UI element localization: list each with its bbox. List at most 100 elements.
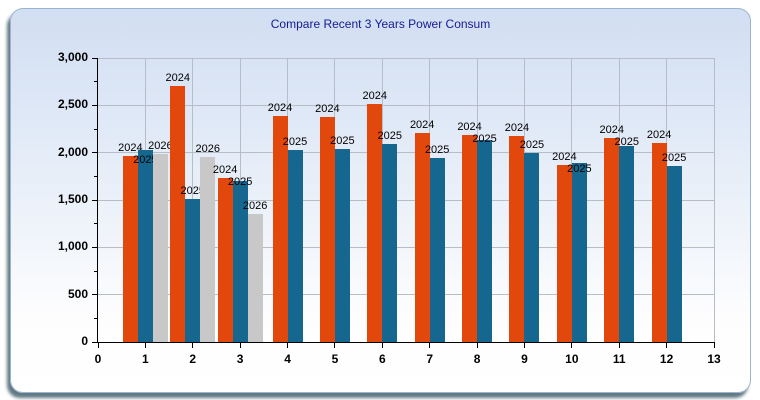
- bar-label-2025-month-5: 2025: [330, 134, 355, 147]
- x-tick-label: 12: [659, 352, 674, 366]
- bar-label-2025-month-2: 2025: [180, 185, 205, 198]
- x-tick: [381, 342, 383, 348]
- x-tick: [239, 342, 241, 348]
- bar-label-2025-month-1: 2025: [133, 153, 158, 166]
- x-tick-label: 0: [94, 352, 102, 366]
- bar-2024-month-3: [217, 178, 233, 342]
- bar-2024-month-2: [170, 86, 186, 342]
- x-tick-label: 3: [236, 352, 244, 366]
- x-tick-label: 2: [189, 352, 197, 366]
- gridline-horizontal: [98, 246, 714, 248]
- bar-label-2024-month-3: 2024: [212, 164, 238, 177]
- x-tick-label: 10: [565, 352, 579, 366]
- x-tick: [523, 342, 525, 348]
- bar-label-2025-month-6: 2025: [377, 130, 403, 143]
- x-tick-label: 7: [426, 352, 434, 366]
- x-tick: [334, 342, 336, 348]
- x-tick: [476, 342, 478, 348]
- y-tick: [92, 152, 98, 154]
- gridline-vertical: [713, 58, 715, 342]
- bar-2025-month-12: [666, 165, 682, 342]
- gridline-horizontal: [98, 57, 714, 59]
- y-minor-tick: [94, 175, 98, 177]
- bar-2024-month-12: [651, 143, 667, 342]
- x-tick: [429, 342, 431, 348]
- bar-label-2024-month-9: 2024: [504, 121, 530, 134]
- x-tick-label: 4: [284, 352, 291, 366]
- bar-2024-month-1: [122, 155, 138, 342]
- bar-label-2026-month-3: 2026: [242, 200, 268, 213]
- bar-2025-month-4: [287, 149, 303, 342]
- x-tick-label: 11: [612, 352, 626, 366]
- y-minor-tick: [94, 223, 98, 225]
- y-minor-tick: [94, 128, 98, 130]
- gridline-horizontal: [98, 294, 714, 296]
- y-minor-tick: [94, 317, 98, 319]
- bar-label-2025-month-7: 2025: [424, 144, 450, 157]
- bar-label-2024-month-6: 2024: [362, 90, 388, 103]
- y-tick: [92, 199, 98, 201]
- bar-label-2024-month-10: 2024: [552, 150, 577, 163]
- y-tick: [92, 57, 98, 59]
- gridline-horizontal: [98, 152, 714, 154]
- gridline-horizontal: [98, 199, 714, 201]
- y-axis: [97, 58, 98, 343]
- bar-label-2024-month-8: 2024: [457, 120, 482, 133]
- y-tick-label: 3,000: [57, 50, 88, 64]
- y-tick-label: 2,500: [57, 97, 88, 112]
- y-tick-label: 0: [81, 334, 88, 348]
- x-tick-label: 1: [142, 352, 149, 366]
- bar-label-2024-month-7: 2024: [409, 118, 435, 131]
- bar-label-2024-month-5: 2024: [315, 102, 340, 115]
- x-tick: [192, 342, 194, 348]
- bar-2025-month-2: [185, 199, 201, 342]
- gridline-horizontal: [98, 104, 714, 106]
- bar-2024-month-8: [462, 134, 478, 342]
- bar-label-2025-month-12: 2025: [661, 151, 687, 164]
- y-tick-label: 1,000: [57, 239, 88, 254]
- bar-2025-month-6: [382, 144, 398, 342]
- bar-label-2026-month-2: 2026: [195, 143, 220, 156]
- y-tick-label: 2,000: [57, 144, 88, 159]
- bar-label-2024-month-1: 2024: [118, 141, 143, 154]
- bar-label-2025-month-8: 2025: [472, 132, 497, 145]
- bar-label-2024-month-4: 2024: [267, 101, 293, 114]
- bar-label-2024-month-12: 2024: [646, 129, 672, 142]
- x-axis: [97, 342, 714, 343]
- x-tick-label: 13: [707, 352, 721, 366]
- y-tick: [92, 104, 98, 106]
- x-tick: [571, 342, 573, 348]
- y-tick-label: 1,500: [57, 192, 88, 206]
- x-tick: [666, 342, 668, 348]
- bar-2026-month-3: [247, 214, 263, 342]
- bar-label-2025-month-3: 2025: [227, 176, 253, 189]
- bar-label-2025-month-10: 2025: [567, 162, 592, 175]
- bar-label-2025-month-11: 2025: [614, 135, 639, 148]
- chart-title: Compare Recent 3 Years Power Consum: [270, 17, 491, 31]
- bar-2024-month-6: [367, 104, 383, 342]
- bar-2024-month-4: [272, 115, 288, 342]
- x-tick: [287, 342, 289, 348]
- bar-2025-month-9: [524, 152, 540, 342]
- bar-2025-month-11: [619, 146, 635, 342]
- x-tick: [713, 342, 715, 348]
- bar-2025-month-7: [429, 158, 445, 342]
- y-tick: [92, 294, 98, 296]
- bar-2025-month-5: [334, 148, 350, 342]
- bar-2024-month-9: [509, 135, 525, 342]
- x-tick-label: 5: [331, 352, 339, 366]
- bar-label-2024-month-2: 2024: [165, 72, 190, 85]
- bar-label-2026-month-1: 2026: [148, 139, 173, 152]
- x-tick: [97, 342, 99, 348]
- bar-2026-month-1: [152, 153, 168, 342]
- x-tick-label: 8: [473, 352, 481, 366]
- chart-panel: Compare Recent 3 Years Power Consum 0 500…: [10, 8, 751, 393]
- bar-2024-month-11: [604, 137, 620, 342]
- bar-label-2025-month-4: 2025: [282, 135, 308, 148]
- bar-2025-month-1: [137, 149, 153, 342]
- bar-2025-month-8: [477, 140, 493, 342]
- x-tick: [144, 342, 146, 348]
- bar-label-2024-month-11: 2024: [599, 123, 624, 136]
- x-tick-label: 9: [521, 352, 528, 366]
